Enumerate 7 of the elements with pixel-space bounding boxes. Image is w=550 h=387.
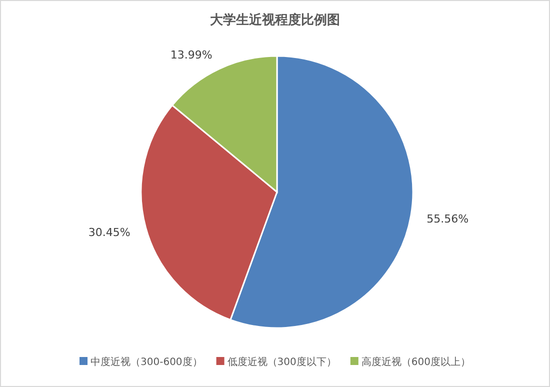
data-label: 13.99% [170,48,212,62]
data-label: 30.45% [88,226,130,239]
legend-label: 中度近视（300-600度） [90,356,202,368]
legend-label: 低度近视（300度以下） [227,356,336,368]
legend-label: 高度近视（600度以上） [361,356,470,368]
chart-title: 大学生近视程度比例图 [210,12,340,28]
data-label: 55.56% [426,212,469,226]
